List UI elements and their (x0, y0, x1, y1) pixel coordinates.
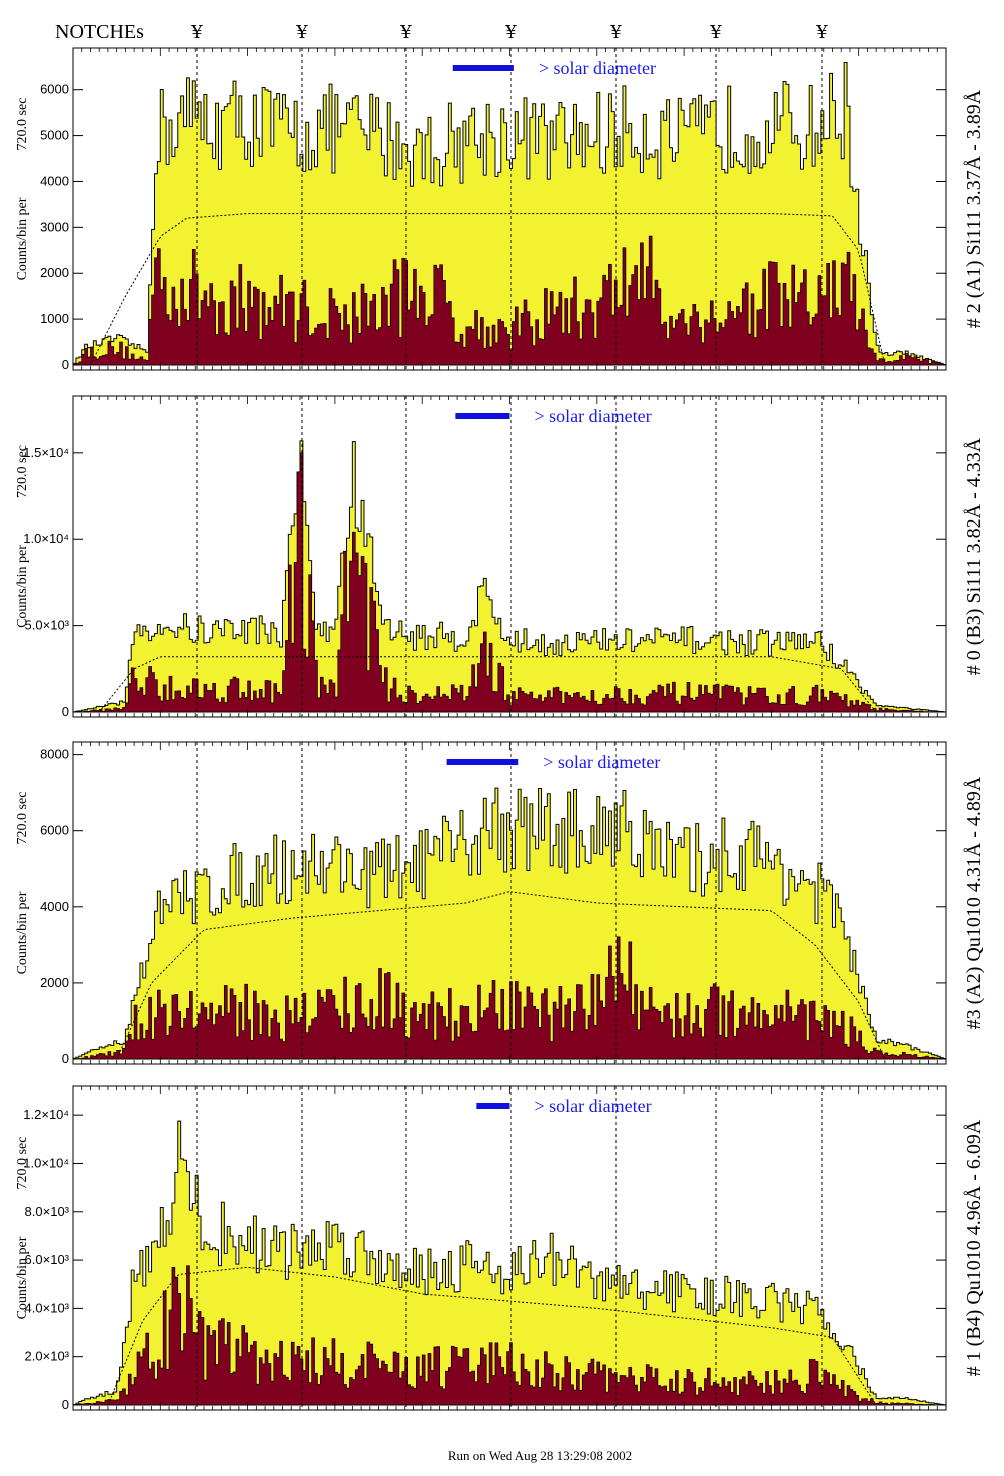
notch-marker: ¥ (504, 22, 517, 43)
solar-diameter-bar (452, 65, 514, 71)
y-tick-label: 6.0×10³ (25, 1252, 70, 1267)
panel-title: #3 (A2) Qu1010 4.31Å - 4.89Å (963, 776, 985, 1029)
model-curve (107, 1266, 877, 1406)
y-tick-label: 8.0×10³ (25, 1204, 70, 1219)
outer-histogram (72, 1120, 947, 1406)
y-tick-label: 1.0×10⁴ (23, 1155, 69, 1170)
model-curve (116, 891, 886, 1060)
solar-diameter-label: > solar diameter (539, 58, 656, 78)
solar-diameter-label: > solar diameter (535, 406, 652, 426)
notch-marker: ¥ (609, 22, 622, 43)
y-axis-unit-label: 720.0 sec (15, 445, 30, 498)
y-axis-label: Counts/bin per (15, 1236, 30, 1319)
y-tick-label: 5.0×10³ (25, 618, 70, 633)
solar-diameter-label: > solar diameter (535, 1096, 652, 1116)
panel-title: # 0 (B3) Si111 3.82Å - 4.33Å (963, 437, 985, 675)
y-axis-label: Counts/bin per (15, 891, 30, 974)
y-axis-unit-label: 720.0 sec (15, 98, 30, 151)
chart-panel: 0 1000 2000 3000 4000 5000 6000 Counts/bin per 7… (15, 47, 985, 372)
inner-histogram (72, 936, 947, 1060)
chart-panels: 0 1000 2000 3000 4000 5000 6000 Counts/bin per 7… (15, 47, 985, 1412)
notch-marker: ¥ (399, 22, 412, 43)
notches-label: NOTCHEs (55, 21, 144, 43)
notch-marker: ¥ (815, 22, 828, 43)
y-axis-unit-label: 720.0 sec (15, 792, 30, 845)
model-curve (98, 656, 877, 713)
solar-diameter-bar (455, 413, 510, 419)
y-tick-label: 4.0×10³ (25, 1300, 70, 1315)
y-tick-label: 1000 (40, 311, 69, 326)
run-timestamp: Run on Wed Aug 28 13:29:08 2002 (448, 1448, 632, 1463)
y-tick-label: 2000 (40, 265, 69, 280)
solar-diameter-bar (476, 1103, 510, 1109)
model-curve (90, 213, 886, 366)
y-tick-label: 1.5×10⁴ (23, 445, 69, 460)
inner-histogram (72, 1265, 947, 1406)
solar-diameter-label: > solar diameter (543, 752, 660, 772)
y-tick-label: 5000 (40, 128, 69, 143)
chart-panel: 0 2000 4000 6000 8000 Counts/bin per 720.0 sec… (15, 741, 985, 1066)
y-tick-label: 1.2×10⁴ (23, 1107, 69, 1122)
y-tick-label: 2.0×10³ (25, 1349, 70, 1364)
y-tick-label: 8000 (40, 747, 69, 762)
y-tick-label: 0 (62, 1051, 69, 1066)
y-tick-label: 4000 (40, 899, 69, 914)
outer-histogram (72, 787, 947, 1060)
notch-marker: ¥ (709, 22, 722, 43)
panel-title: # 2 (A1) Si111 3.37Å - 3.89Å (963, 89, 985, 328)
y-tick-label: 6000 (40, 82, 69, 97)
y-tick-label: 4000 (40, 173, 69, 188)
chart-panel: 0 2.0×10³ 4.0×10³ 6.0×10³ 8.0×10³ 1.0×10⁴ 1.2×… (15, 1085, 985, 1412)
y-axis-label: Counts/bin per (15, 545, 30, 628)
y-tick-label: 2000 (40, 975, 69, 990)
notch-markers: ¥ ¥ ¥ ¥ ¥ ¥ ¥ (190, 22, 828, 43)
y-tick-label: 0 (62, 1397, 69, 1412)
y-tick-label: 3000 (40, 219, 69, 234)
inner-histogram (72, 452, 947, 713)
solar-diameter-bar (446, 759, 519, 765)
y-tick-label: 1.0×10⁴ (23, 531, 69, 546)
chart-panel: 0 5.0×10³ 1.0×10⁴ 1.5×10⁴ Counts/bin per 720.… (15, 395, 985, 719)
y-axis-unit-label: 720.0 sec (15, 1137, 30, 1190)
y-tick-label: 0 (62, 357, 69, 372)
y-axis-label: Counts/bin per (15, 197, 30, 280)
panel-title: # 1 (B4) Qu1010 4.96Å - 6.09Å (963, 1119, 985, 1376)
notch-marker: ¥ (295, 22, 308, 43)
y-tick-label: 6000 (40, 823, 69, 838)
notch-marker: ¥ (190, 22, 203, 43)
y-tick-label: 0 (62, 704, 69, 719)
